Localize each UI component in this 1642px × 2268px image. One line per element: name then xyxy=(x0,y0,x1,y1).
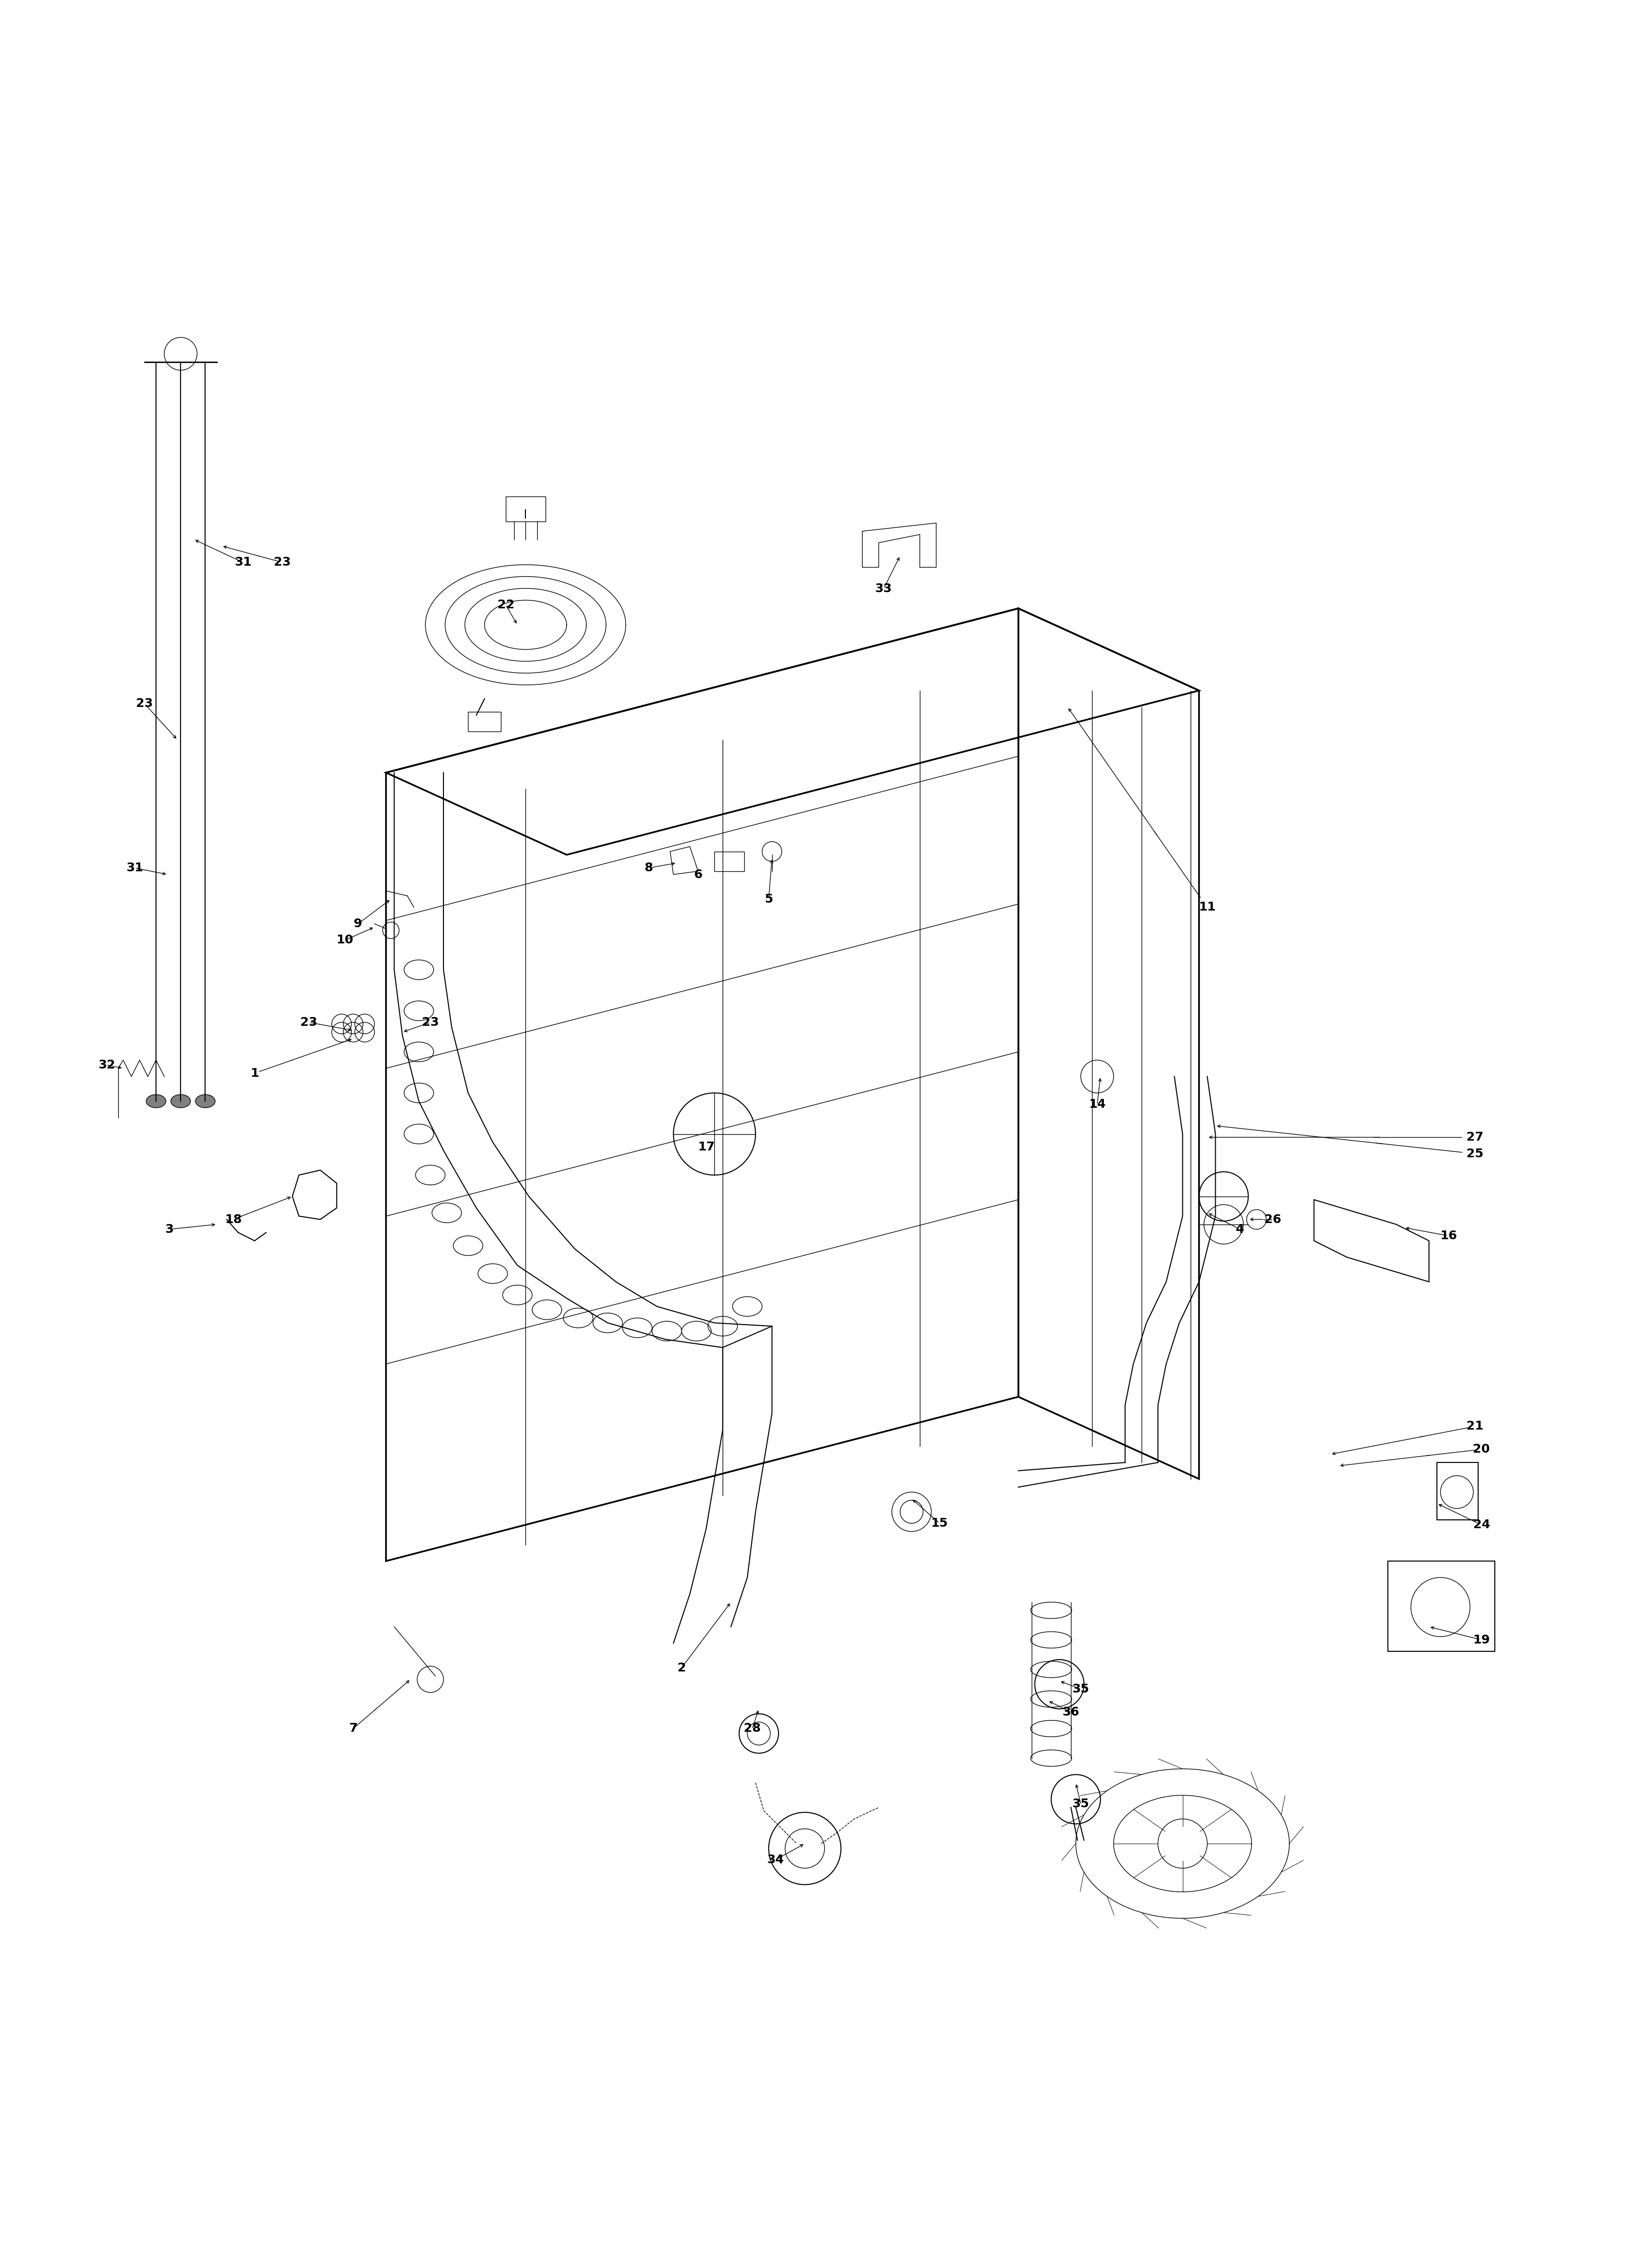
Text: 23: 23 xyxy=(274,556,291,569)
Text: 5: 5 xyxy=(764,894,773,905)
Text: 23: 23 xyxy=(136,699,153,710)
Text: 31: 31 xyxy=(126,862,143,873)
Text: 24: 24 xyxy=(1473,1520,1489,1531)
Bar xyxy=(468,712,501,733)
Text: 10: 10 xyxy=(337,934,353,946)
Text: 26: 26 xyxy=(1264,1213,1281,1225)
Text: 35: 35 xyxy=(1072,1683,1089,1694)
Text: 35: 35 xyxy=(1072,1799,1089,1810)
Ellipse shape xyxy=(195,1095,215,1107)
Text: 25: 25 xyxy=(1466,1148,1483,1159)
Text: 2: 2 xyxy=(677,1662,686,1674)
Ellipse shape xyxy=(146,1095,166,1107)
Text: 23: 23 xyxy=(300,1016,317,1027)
Text: 33: 33 xyxy=(875,583,892,594)
Text: 34: 34 xyxy=(767,1855,783,1867)
Bar xyxy=(714,850,744,871)
Text: 23: 23 xyxy=(422,1016,438,1027)
Text: 4: 4 xyxy=(1235,1222,1245,1236)
Text: 19: 19 xyxy=(1473,1633,1489,1647)
Text: 9: 9 xyxy=(353,919,363,930)
Ellipse shape xyxy=(171,1095,190,1107)
Text: 31: 31 xyxy=(235,556,251,569)
Text: 8: 8 xyxy=(644,862,654,873)
Text: 32: 32 xyxy=(99,1059,115,1070)
Text: 14: 14 xyxy=(1089,1098,1105,1111)
Text: 7: 7 xyxy=(348,1724,358,1735)
Text: 15: 15 xyxy=(931,1517,947,1529)
Bar xyxy=(506,497,545,522)
Text: 22: 22 xyxy=(498,599,514,610)
Bar xyxy=(1387,1560,1494,1651)
Bar xyxy=(1437,1463,1478,1520)
Text: 28: 28 xyxy=(744,1724,760,1735)
Text: 18: 18 xyxy=(225,1213,241,1225)
Text: 1: 1 xyxy=(250,1068,259,1080)
Text: 11: 11 xyxy=(1199,900,1215,914)
Text: 20: 20 xyxy=(1473,1442,1489,1456)
Text: 27: 27 xyxy=(1466,1132,1483,1143)
Text: 6: 6 xyxy=(693,869,703,880)
Text: 36: 36 xyxy=(1062,1706,1079,1719)
Text: 16: 16 xyxy=(1440,1229,1456,1241)
Text: 17: 17 xyxy=(698,1141,714,1152)
Text: 3: 3 xyxy=(164,1222,174,1236)
Text: 21: 21 xyxy=(1466,1420,1483,1433)
